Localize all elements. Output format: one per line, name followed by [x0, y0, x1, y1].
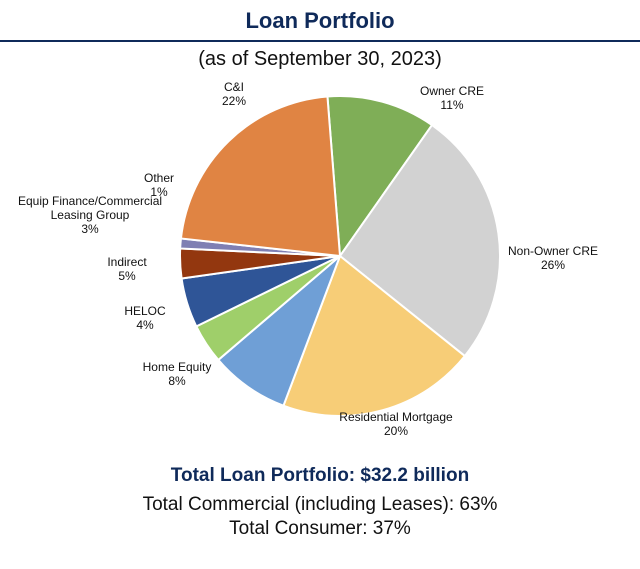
chart-subtitle: (as of September 30, 2023): [198, 48, 442, 70]
slice-label-owner-cre: Owner CRE 11%: [420, 84, 484, 112]
total-commercial: Total Commercial (including Leases): 63%: [142, 494, 498, 515]
chart-title: Loan Portfolio: [245, 8, 395, 33]
pie-slice-owner-cre: [326, 95, 434, 259]
total-portfolio: Total Loan Portfolio: $32.2 billion: [170, 465, 470, 486]
pie-slice-residential-mortgage: [282, 254, 467, 417]
pie-slice-non-owner-cre: [338, 123, 501, 358]
slice-label-equip-finance-commercial-leasing-group: Equip Finance/Commercial Leasing Group 3%: [18, 194, 162, 236]
slice-label-c-i: C&I 22%: [222, 80, 246, 108]
total-consumer: Total Consumer: 37%: [229, 518, 411, 539]
title-divider: [0, 40, 640, 42]
pie-chart: Owner CRE 11% Non-Owner CRE 26% Residential …: [18, 80, 598, 438]
slice-label-heloc: HELOC 4%: [124, 304, 166, 332]
slice-label-indirect: Indirect 5%: [107, 255, 147, 283]
slice-label-residential-mortgage: Residential Mortgage 20%: [339, 410, 453, 438]
slice-label-non-owner-cre: Non-Owner CRE 26%: [508, 244, 598, 272]
pie-slice-c-i: [179, 95, 342, 258]
slice-label-other: Other 1%: [144, 171, 174, 199]
slice-label-home-equity: Home Equity 8%: [143, 360, 212, 388]
